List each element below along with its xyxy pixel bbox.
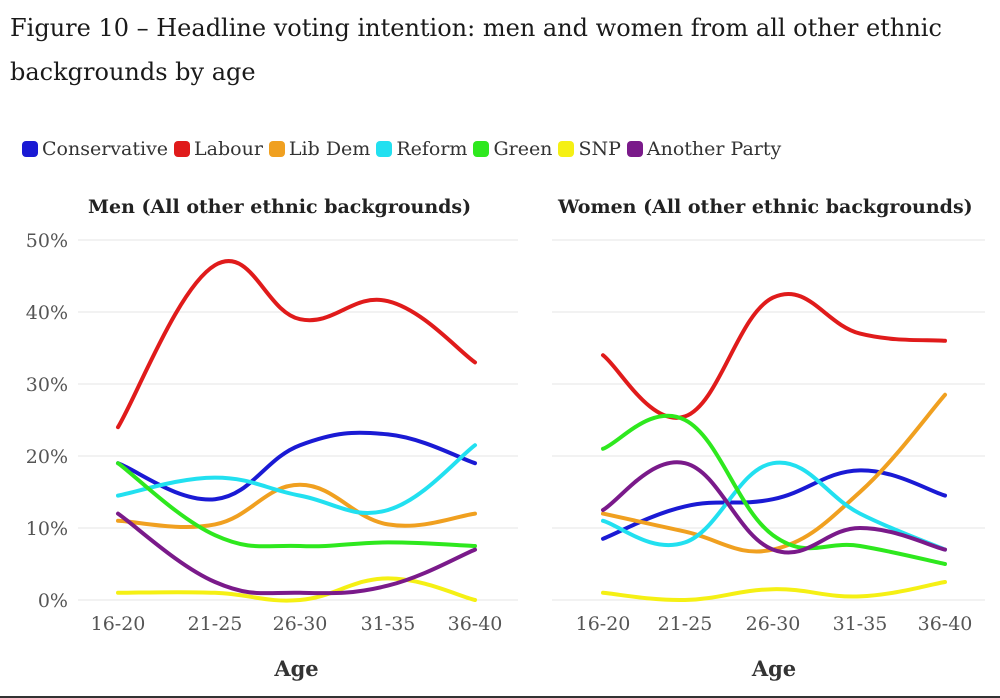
series-line-reform: [116, 443, 477, 515]
legend-swatch-lib-dem: [268, 141, 285, 157]
legend-item-snp[interactable]: SNP: [558, 138, 621, 160]
legend-label: Labour: [194, 138, 263, 160]
legend-item-conservative[interactable]: Conservative: [22, 138, 168, 160]
legend-item-reform[interactable]: Reform: [376, 138, 467, 160]
series-line-snp: [116, 576, 477, 603]
y-tick-label: 10%: [26, 518, 68, 540]
legend-item-another-party[interactable]: Another Party: [626, 138, 782, 160]
y-tick-label: 50%: [26, 230, 68, 252]
legend-label: Reform: [396, 138, 468, 160]
legend-swatch-labour: [174, 141, 191, 157]
series-line-lib-dem: [116, 482, 477, 529]
x-tick-label: 21-25: [658, 613, 713, 635]
series-line-another-party: [601, 460, 947, 555]
legend-label: Green: [493, 138, 553, 160]
legend-swatch-snp: [558, 141, 575, 157]
x-axis-label: Age: [273, 656, 318, 681]
series-line-another-party: [116, 511, 477, 596]
y-tick-label: 0%: [38, 590, 68, 612]
series-line-labour: [601, 291, 947, 420]
series-line-reform: [601, 460, 947, 552]
legend-swatch-reform: [376, 141, 393, 157]
bottom-rule: [0, 696, 1000, 698]
x-axis-label: Age: [751, 656, 796, 681]
legend-swatch-conservative: [22, 141, 38, 157]
x-tick-label: 26-30: [746, 613, 801, 635]
x-tick-label: 36-40: [918, 613, 973, 635]
legend-item-lib-dem[interactable]: Lib Dem: [268, 138, 371, 160]
series-line-conservative: [601, 468, 947, 541]
x-tick-label: 26-30: [273, 613, 328, 635]
legend-item-labour[interactable]: Labour: [174, 138, 263, 160]
page-title: Figure 10 – Headline voting intention: m…: [10, 14, 942, 86]
x-tick-label: 21-25: [188, 613, 243, 635]
series-line-green: [116, 461, 477, 549]
panel-title-women: Women (All other ethnic backgrounds): [558, 196, 973, 218]
series-line-conservative: [116, 430, 477, 502]
y-tick-label: 40%: [26, 302, 68, 324]
series-line-labour: [116, 259, 477, 430]
panel-title-men: Men (All other ethnic backgrounds): [88, 196, 472, 218]
x-tick-label: 31-35: [833, 613, 888, 635]
y-tick-label: 20%: [26, 446, 68, 468]
series-line-lib-dem: [601, 392, 947, 554]
x-tick-label: 16-20: [576, 613, 631, 635]
legend-label: SNP: [578, 138, 621, 160]
legend-label: Another Party: [646, 138, 782, 160]
legend-swatch-another-party: [626, 141, 643, 157]
series-line-snp: [601, 580, 947, 603]
legend: Conservative Labour Lib Dem Reform Green…: [22, 138, 787, 160]
legend-item-green[interactable]: Green: [473, 138, 552, 160]
legend-label: Conservative: [42, 138, 169, 160]
x-tick-label: 31-35: [361, 613, 416, 635]
y-tick-label: 30%: [26, 374, 68, 396]
x-tick-label: 36-40: [448, 613, 503, 635]
x-tick-label: 16-20: [91, 613, 146, 635]
legend-swatch-green: [473, 141, 490, 157]
series-line-green: [601, 413, 947, 566]
legend-label: Lib Dem: [288, 138, 371, 160]
